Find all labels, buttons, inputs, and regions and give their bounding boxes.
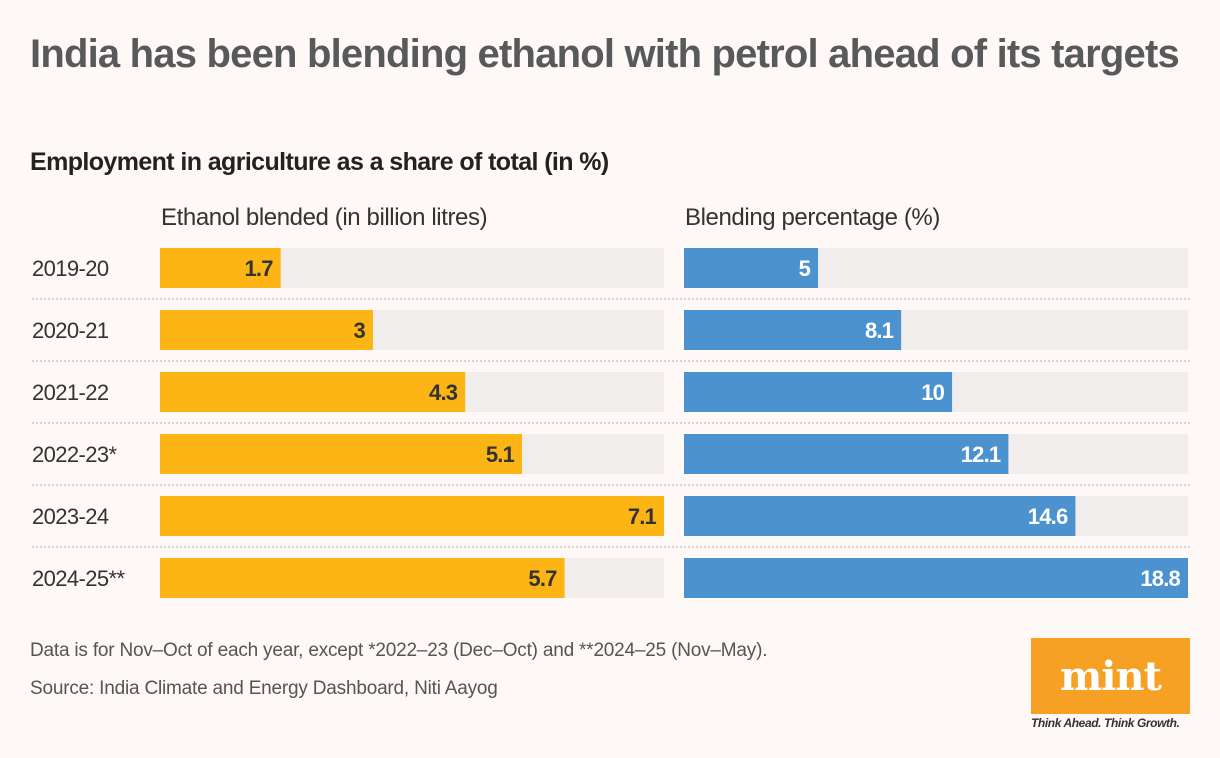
- data-label: 7.1: [628, 504, 657, 529]
- data-label: 10: [921, 380, 944, 405]
- bar-chart: 2019-20 1.7 5 2020-21 3 8.1 2021-22 4.3 10 2022-2…: [32, 248, 1190, 598]
- category-label: 2019-20: [32, 256, 109, 281]
- data-label: 5: [799, 256, 811, 281]
- data-label: 8.1: [865, 318, 894, 343]
- blending-bar: [684, 310, 902, 350]
- chart-subtitle: Employment in agriculture as a share of …: [30, 148, 609, 176]
- blending-bar: [684, 372, 953, 412]
- ethanol-bar: [160, 496, 664, 536]
- category-label: 2023-24: [32, 504, 109, 529]
- data-note: Data is for Nov–Oct of each year, except…: [30, 640, 768, 661]
- data-label: 3: [354, 318, 366, 343]
- ethanol-bar: [160, 558, 565, 598]
- data-label: 5.7: [528, 566, 557, 591]
- blending-bar: [684, 248, 819, 288]
- category-label: 2024-25**: [32, 566, 125, 591]
- category-label: 2022-23*: [32, 442, 118, 467]
- category-label: 2021-22: [32, 380, 109, 405]
- data-label: 12.1: [961, 442, 1001, 467]
- mint-tagline: Think Ahead. Think Growth.: [1031, 716, 1180, 730]
- data-label: 14.6: [1028, 504, 1068, 529]
- category-label: 2020-21: [32, 318, 109, 343]
- blending-bar: [684, 434, 1009, 474]
- data-label: 5.1: [486, 442, 515, 467]
- ethanol-bar: [160, 434, 523, 474]
- data-label: 4.3: [429, 380, 458, 405]
- blending-bar: [684, 558, 1188, 598]
- blending-bar: [684, 496, 1076, 536]
- mint-logo: mint: [1031, 638, 1190, 714]
- blending-panel-heading: Blending percentage (%): [685, 204, 940, 231]
- chart-title: India has been blending ethanol with pet…: [30, 32, 1180, 76]
- source-note: Source: India Climate and Energy Dashboa…: [30, 678, 498, 699]
- data-label: 1.7: [244, 256, 273, 281]
- ethanol-panel-heading: Ethanol blended (in billion litres): [161, 204, 488, 231]
- ethanol-bar: [160, 248, 281, 288]
- ethanol-bar: [160, 372, 466, 412]
- ethanol-bar: [160, 310, 373, 350]
- mint-logo-text: mint: [1059, 652, 1162, 700]
- data-label: 18.8: [1140, 566, 1180, 591]
